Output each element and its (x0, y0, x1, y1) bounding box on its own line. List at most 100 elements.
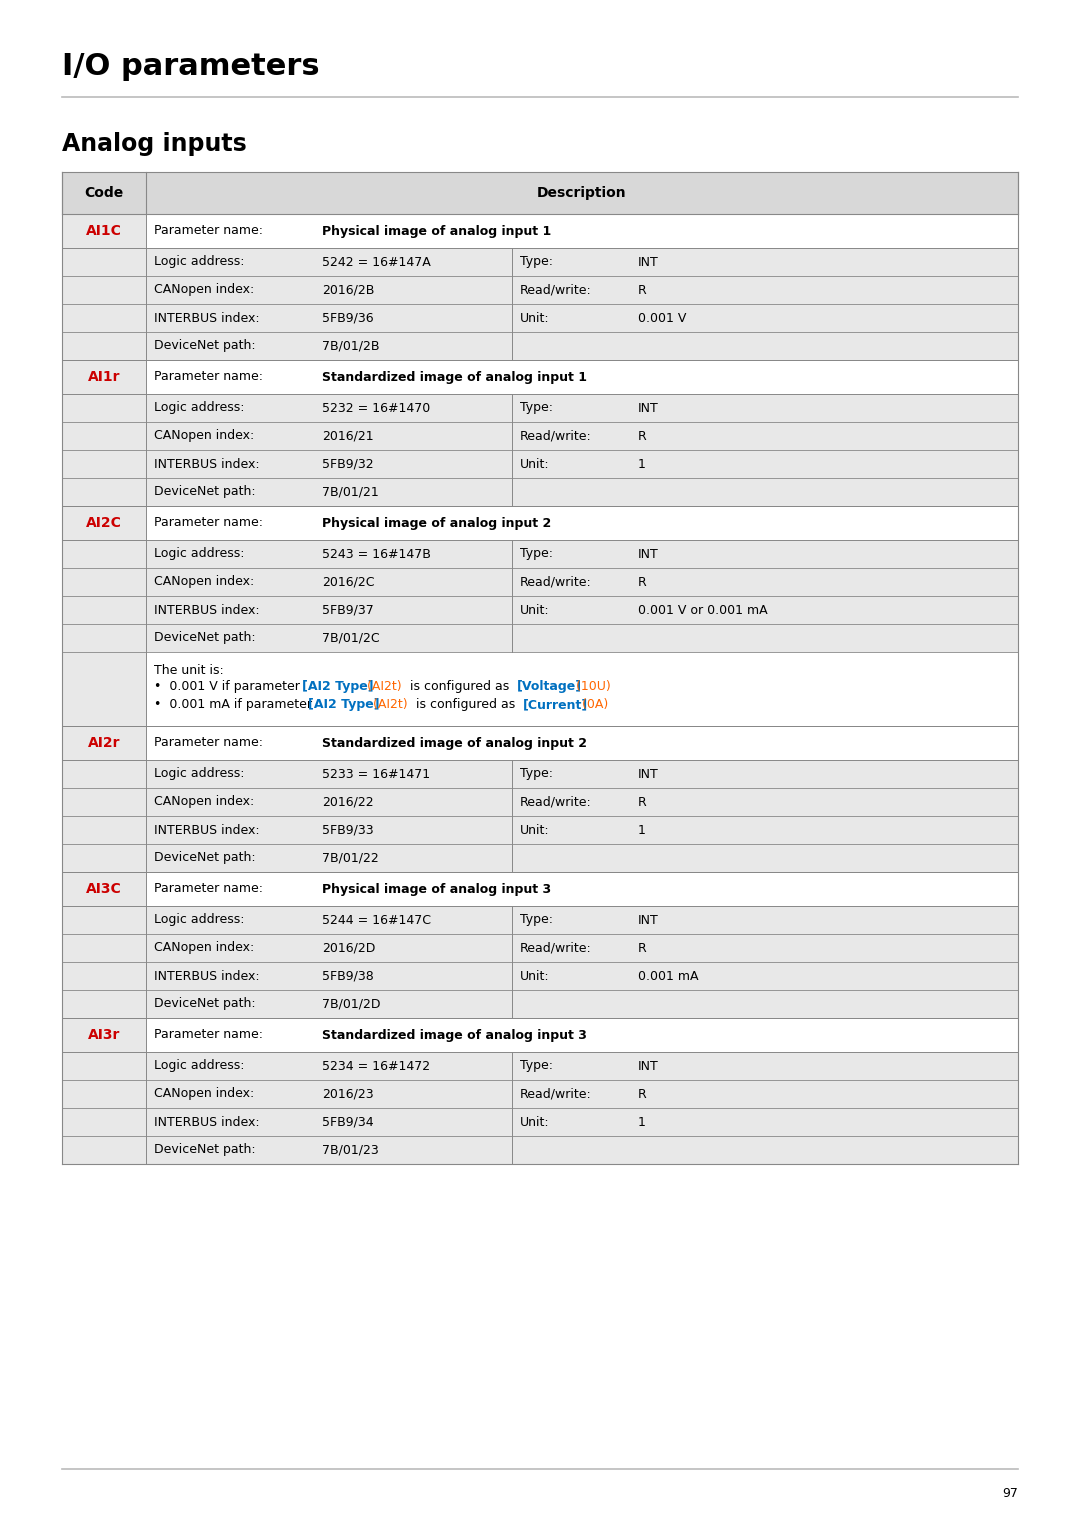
Bar (512, 304, 630, 331)
Text: DeviceNet path:: DeviceNet path: (154, 339, 256, 353)
Bar (630, 962, 1018, 989)
Bar (146, 478, 314, 505)
Text: •  0.001 V if parameter: • 0.001 V if parameter (154, 680, 303, 693)
Text: Unit:: Unit: (519, 970, 550, 982)
Bar (314, 304, 512, 331)
Bar (146, 568, 314, 596)
Text: 0.001 mA: 0.001 mA (638, 970, 699, 982)
Bar (512, 394, 630, 421)
Text: 0.001 V or 0.001 mA: 0.001 V or 0.001 mA (638, 603, 768, 617)
Bar (630, 1080, 1018, 1109)
Bar (146, 421, 314, 450)
Bar (146, 989, 314, 1019)
Bar (62, 596, 146, 625)
Text: Analog inputs: Analog inputs (62, 131, 246, 156)
Text: DeviceNet path:: DeviceNet path: (154, 1144, 256, 1156)
Text: CANopen index:: CANopen index: (154, 942, 254, 954)
Text: 5244 = 16#147C: 5244 = 16#147C (322, 913, 431, 927)
Bar (146, 815, 314, 844)
Text: INT: INT (638, 548, 659, 560)
Text: Read/write:: Read/write: (519, 942, 592, 954)
Bar (630, 541, 1018, 568)
Bar (62, 478, 146, 505)
Text: •  0.001 mA if parameter: • 0.001 mA if parameter (154, 698, 316, 712)
Bar (146, 935, 314, 962)
Text: Unit:: Unit: (519, 312, 550, 325)
Text: DeviceNet path:: DeviceNet path: (154, 632, 256, 644)
Bar (62, 815, 146, 844)
Bar (512, 625, 630, 652)
Text: Description: Description (537, 186, 626, 200)
Text: Standardized image of analog input 3: Standardized image of analog input 3 (322, 1029, 586, 1041)
Bar (314, 478, 512, 505)
Bar (630, 450, 1018, 478)
Bar (146, 1052, 314, 1080)
Bar (630, 276, 1018, 304)
Text: (AI2t): (AI2t) (369, 698, 408, 712)
Bar (630, 568, 1018, 596)
Text: DeviceNet path:: DeviceNet path: (154, 997, 256, 1011)
Bar (314, 450, 512, 478)
Text: INT: INT (638, 402, 659, 414)
Bar (314, 760, 512, 788)
Text: DeviceNet path:: DeviceNet path: (154, 486, 256, 498)
Text: INTERBUS index:: INTERBUS index: (154, 458, 259, 470)
Bar (62, 247, 146, 276)
Bar (314, 625, 512, 652)
Bar (512, 541, 630, 568)
Text: 2016/22: 2016/22 (322, 796, 374, 808)
Bar (314, 788, 512, 815)
Text: [Voltage]: [Voltage] (517, 680, 582, 693)
Bar (512, 247, 630, 276)
Text: INTERBUS index:: INTERBUS index: (154, 970, 259, 982)
Bar (62, 725, 146, 760)
Text: 2016/21: 2016/21 (322, 429, 374, 443)
Text: Physical image of analog input 2: Physical image of analog input 2 (322, 516, 551, 530)
Text: AI2C: AI2C (86, 516, 122, 530)
Bar (146, 214, 1018, 247)
Text: Standardized image of analog input 2: Standardized image of analog input 2 (322, 736, 588, 750)
Text: 5242 = 16#147A: 5242 = 16#147A (322, 255, 431, 269)
Text: [AI2 Type]: [AI2 Type] (308, 698, 379, 712)
Text: Logic address:: Logic address: (154, 1060, 244, 1072)
Text: 5232 = 16#1470: 5232 = 16#1470 (322, 402, 430, 414)
Text: [AI2 Type]: [AI2 Type] (301, 680, 374, 693)
Text: (AI2t): (AI2t) (363, 680, 402, 693)
Bar (314, 962, 512, 989)
Bar (630, 760, 1018, 788)
Bar (62, 173, 1018, 214)
Text: 2016/2D: 2016/2D (322, 942, 376, 954)
Bar (146, 505, 1018, 541)
Bar (630, 1136, 1018, 1164)
Text: 2016/2B: 2016/2B (322, 284, 375, 296)
Text: AI3C: AI3C (86, 883, 122, 896)
Text: R: R (638, 942, 647, 954)
Text: 0.001 V: 0.001 V (638, 312, 687, 325)
Bar (314, 1136, 512, 1164)
Text: 97: 97 (1002, 1487, 1018, 1500)
Text: 5243 = 16#147B: 5243 = 16#147B (322, 548, 431, 560)
Bar (512, 568, 630, 596)
Text: INT: INT (638, 255, 659, 269)
Bar (62, 505, 146, 541)
Text: 7B/01/23: 7B/01/23 (322, 1144, 379, 1156)
Text: INTERBUS index:: INTERBUS index: (154, 1116, 259, 1128)
Bar (62, 760, 146, 788)
Bar (512, 935, 630, 962)
Bar (512, 1052, 630, 1080)
Bar (512, 962, 630, 989)
Bar (630, 304, 1018, 331)
Bar (512, 788, 630, 815)
Bar (512, 421, 630, 450)
Text: R: R (638, 284, 647, 296)
Bar (314, 568, 512, 596)
Bar (62, 1109, 146, 1136)
Bar (512, 906, 630, 935)
Bar (314, 541, 512, 568)
Bar (512, 596, 630, 625)
Text: AI3r: AI3r (87, 1028, 120, 1041)
Bar (512, 1109, 630, 1136)
Text: 5FB9/33: 5FB9/33 (322, 823, 374, 837)
Text: Read/write:: Read/write: (519, 1087, 592, 1101)
Text: 7B/01/2B: 7B/01/2B (322, 339, 379, 353)
